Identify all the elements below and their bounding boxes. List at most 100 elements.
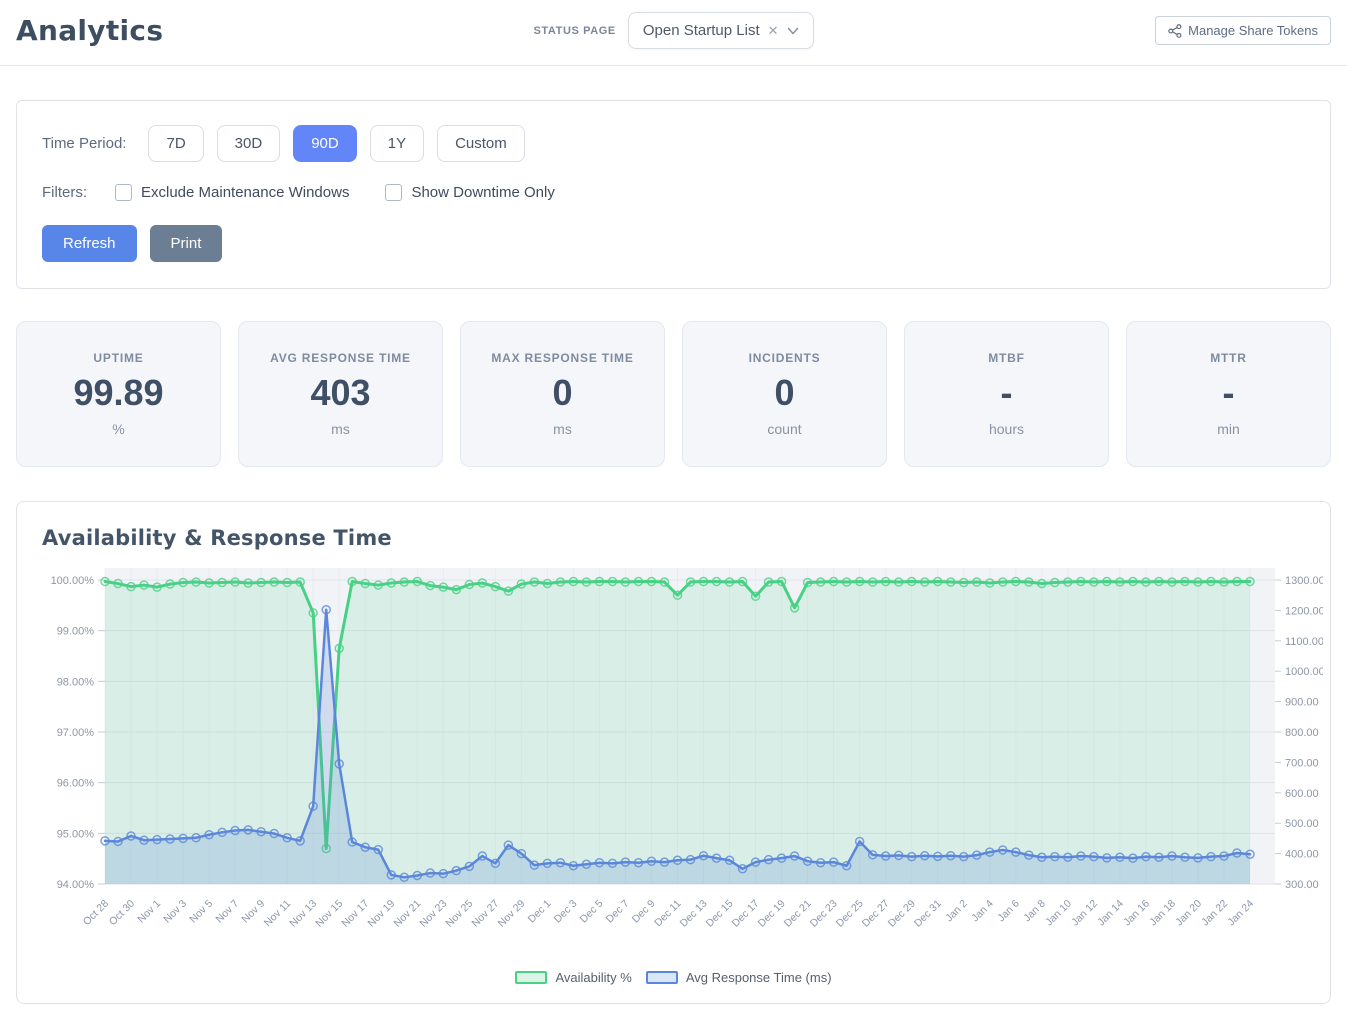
svg-text:Dec 3: Dec 3 xyxy=(552,898,580,926)
legend-swatch xyxy=(645,971,678,984)
metric-unit: hours xyxy=(988,420,1025,437)
svg-text:95.00%: 95.00% xyxy=(57,828,95,840)
metric-unit: ms xyxy=(553,420,572,437)
svg-text:Nov 3: Nov 3 xyxy=(161,898,189,926)
svg-text:Nov 21: Nov 21 xyxy=(391,898,423,930)
svg-text:300.00: 300.00 xyxy=(1285,879,1319,891)
metric-value: 99.89 xyxy=(73,372,164,414)
manage-share-tokens-button[interactable]: Manage Share Tokens xyxy=(1155,16,1331,45)
svg-text:98.00%: 98.00% xyxy=(57,676,95,688)
svg-text:700.00: 700.00 xyxy=(1285,757,1319,769)
metric-label: INCIDENTS xyxy=(748,351,821,366)
metric-label: MAX RESPONSE TIME xyxy=(491,351,634,366)
svg-text:Jan 12: Jan 12 xyxy=(1069,898,1100,929)
availability-response-chart: 100.00% 99.00% 98.00% 97.00% 96.00% 95.00% 94.… xyxy=(17,564,1330,966)
legend-label: Availability % xyxy=(555,970,632,985)
svg-text:94.00%: 94.00% xyxy=(57,879,95,891)
metric-value: 0 xyxy=(552,372,573,414)
chevron-down-icon xyxy=(787,27,798,34)
svg-text:Jan 20: Jan 20 xyxy=(1173,898,1204,929)
svg-text:Jan 6: Jan 6 xyxy=(995,898,1022,925)
print-button[interactable]: Print xyxy=(149,225,223,262)
svg-text:Nov 15: Nov 15 xyxy=(313,898,345,930)
svg-text:Nov 25: Nov 25 xyxy=(443,898,475,930)
legend-item: Availability % xyxy=(515,970,632,985)
svg-text:Oct 28: Oct 28 xyxy=(81,898,111,928)
show-downtime-only-label: Show Downtime Only xyxy=(411,184,555,201)
period-1y-button[interactable]: 1Y xyxy=(369,125,425,162)
svg-text:Dec 31: Dec 31 xyxy=(912,898,944,930)
svg-text:Oct 30: Oct 30 xyxy=(107,898,137,928)
show-downtime-only-checkbox[interactable] xyxy=(385,184,403,201)
svg-text:Dec 1: Dec 1 xyxy=(526,898,554,926)
svg-text:1000.00: 1000.00 xyxy=(1285,666,1323,678)
status-page-selector-group: STATUS PAGE Open Startup List ✕ xyxy=(533,12,814,49)
svg-text:Nov 13: Nov 13 xyxy=(287,898,319,930)
clear-selection-icon[interactable]: ✕ xyxy=(767,23,779,38)
svg-text:Dec 17: Dec 17 xyxy=(730,898,762,930)
svg-text:Dec 21: Dec 21 xyxy=(782,898,814,930)
svg-text:Jan 14: Jan 14 xyxy=(1095,898,1126,929)
filters-label: Filters: xyxy=(42,184,87,201)
period-30d-button[interactable]: 30D xyxy=(216,125,281,162)
chart-title: Availability & Response Time xyxy=(42,526,392,550)
svg-text:Jan 18: Jan 18 xyxy=(1147,898,1178,929)
svg-text:Dec 27: Dec 27 xyxy=(860,898,892,930)
svg-text:Dec 11: Dec 11 xyxy=(652,898,684,930)
metric-value: 403 xyxy=(310,372,371,414)
page-title: Analytics xyxy=(16,14,164,47)
svg-text:Nov 17: Nov 17 xyxy=(339,898,371,930)
metric-unit: % xyxy=(112,420,125,437)
svg-text:Nov 27: Nov 27 xyxy=(469,898,501,930)
metric-label: UPTIME xyxy=(93,351,144,366)
svg-text:96.00%: 96.00% xyxy=(57,778,95,790)
svg-text:1300.00: 1300.00 xyxy=(1285,575,1323,587)
svg-text:1100.00: 1100.00 xyxy=(1285,636,1323,648)
svg-text:900.00: 900.00 xyxy=(1285,697,1319,709)
svg-text:Dec 5: Dec 5 xyxy=(578,898,606,926)
svg-text:500.00: 500.00 xyxy=(1285,818,1319,830)
top-bar: Analytics STATUS PAGE Open Startup List … xyxy=(0,0,1347,66)
svg-text:Dec 29: Dec 29 xyxy=(886,898,918,930)
svg-text:99.00%: 99.00% xyxy=(57,626,95,638)
metric-value: - xyxy=(1000,372,1013,414)
status-page-select[interactable]: Open Startup List ✕ xyxy=(627,12,814,49)
svg-text:Nov 23: Nov 23 xyxy=(417,898,449,930)
chart-panel: Availability & Response Time 100.00% 99.0… xyxy=(16,501,1331,1004)
svg-text:Nov 11: Nov 11 xyxy=(262,898,294,930)
time-period-buttons: 7D 30D 90D 1Y Custom xyxy=(148,125,525,162)
refresh-button[interactable]: Refresh xyxy=(42,225,137,262)
svg-text:Nov 7: Nov 7 xyxy=(213,898,241,926)
svg-text:1200.00: 1200.00 xyxy=(1285,605,1323,617)
metric-unit: min xyxy=(1217,420,1240,437)
period-90d-button[interactable]: 90D xyxy=(293,125,357,162)
exclude-maintenance-checkbox[interactable] xyxy=(115,184,132,201)
svg-text:Dec 15: Dec 15 xyxy=(704,898,736,930)
metric-unit: count xyxy=(767,420,802,437)
metric-card-max-response: MAX RESPONSE TIME 0 ms xyxy=(460,321,665,467)
period-custom-button[interactable]: Custom xyxy=(437,125,525,162)
chart-canvas: 100.00% 99.00% 98.00% 97.00% 96.00% 95.00% 94.… xyxy=(51,568,1323,930)
legend-swatch xyxy=(515,971,548,984)
svg-text:Nov 5: Nov 5 xyxy=(187,898,215,926)
svg-text:Jan 2: Jan 2 xyxy=(943,898,970,925)
svg-text:Dec 19: Dec 19 xyxy=(756,898,788,930)
metric-label: AVG RESPONSE TIME xyxy=(270,351,411,366)
metric-card-mtbf: MTBF - hours xyxy=(904,321,1109,467)
exclude-maintenance-label: Exclude Maintenance Windows xyxy=(141,184,350,201)
svg-text:Jan 22: Jan 22 xyxy=(1199,898,1230,929)
metric-card-incidents: INCIDENTS 0 count xyxy=(682,321,887,467)
status-page-label: STATUS PAGE xyxy=(533,24,616,37)
status-page-selected-value: Open Startup List xyxy=(642,22,760,39)
period-7d-button[interactable]: 7D xyxy=(148,125,204,162)
legend-item: Avg Response Time (ms) xyxy=(645,970,832,985)
time-period-label: Time Period: xyxy=(42,135,127,152)
legend-label: Avg Response Time (ms) xyxy=(685,970,832,985)
manage-share-tokens-label: Manage Share Tokens xyxy=(1188,23,1318,38)
metric-value: - xyxy=(1222,372,1235,414)
svg-text:Dec 23: Dec 23 xyxy=(808,898,840,930)
svg-text:Dec 25: Dec 25 xyxy=(834,898,866,930)
filters-panel: Time Period: 7D 30D 90D 1Y Custom Filter… xyxy=(16,100,1331,289)
metric-cards: UPTIME 99.89 % AVG RESPONSE TIME 403 ms … xyxy=(16,321,1331,467)
metric-card-mttr: MTTR - min xyxy=(1126,321,1331,467)
